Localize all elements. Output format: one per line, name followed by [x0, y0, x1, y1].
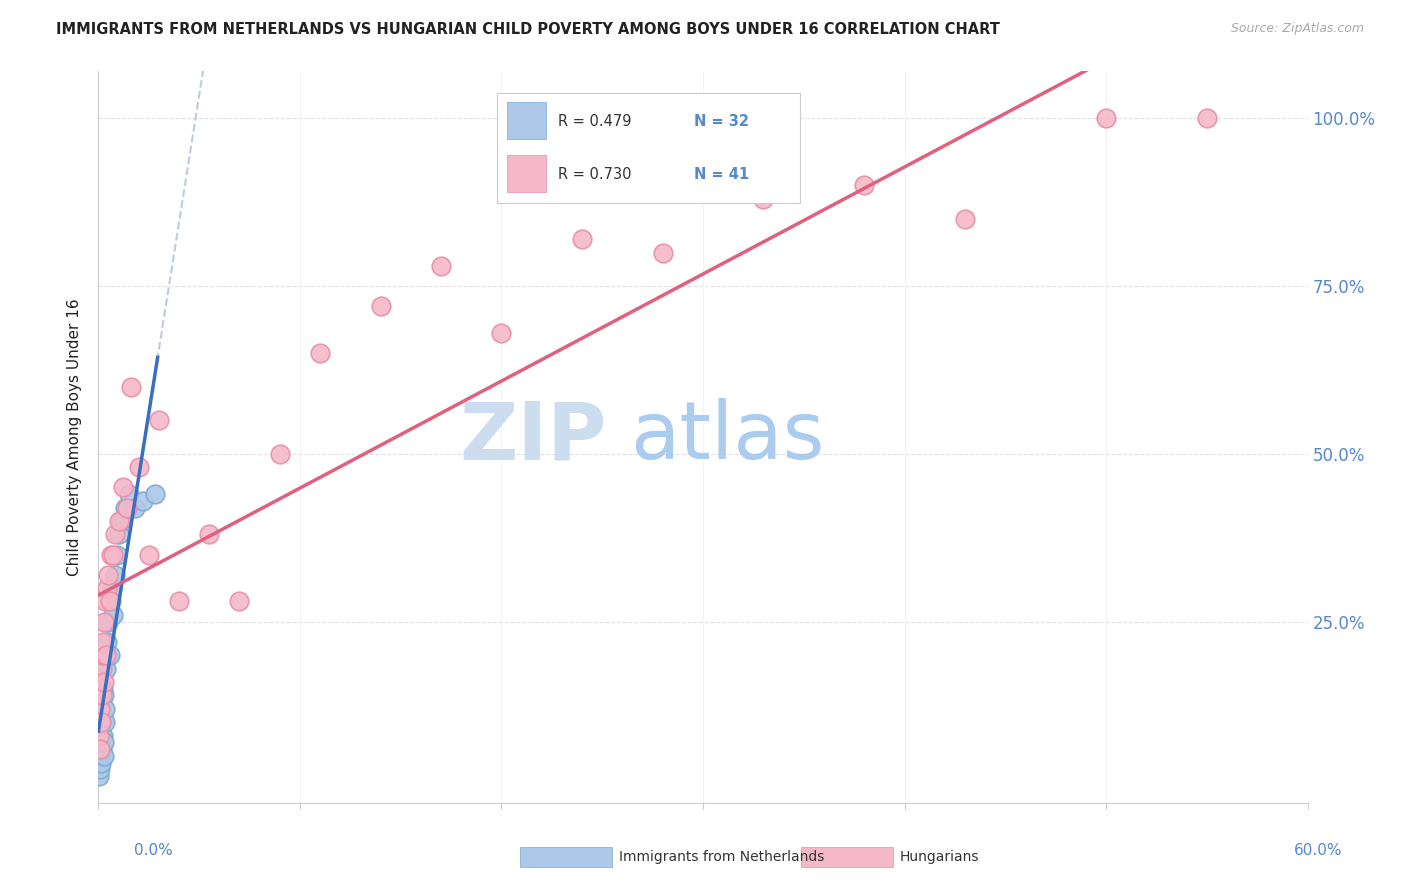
Point [91, 742, 114, 756]
Point [96, 648, 118, 662]
Point [1195, 112, 1218, 126]
Point [91, 715, 114, 730]
Point [1095, 112, 1118, 126]
Point [138, 548, 160, 562]
Point [110, 514, 132, 528]
Text: atlas: atlas [630, 398, 825, 476]
Point [853, 178, 876, 193]
Point [167, 594, 190, 608]
Point [91, 662, 114, 676]
Text: Source: ZipAtlas.com: Source: ZipAtlas.com [1230, 22, 1364, 36]
Point [89, 702, 111, 716]
Text: ZIP: ZIP [458, 398, 606, 476]
Point [97, 615, 120, 629]
Point [148, 413, 170, 427]
Point [94, 715, 117, 730]
Point [370, 299, 392, 313]
Point [100, 548, 122, 562]
Point [93, 729, 115, 743]
Point [143, 487, 166, 501]
Point [752, 192, 775, 206]
Point [103, 527, 125, 541]
Point [93, 615, 115, 629]
Point [93, 735, 115, 749]
Point [111, 480, 134, 494]
Point [91, 689, 114, 703]
Point [90, 715, 112, 730]
Point [430, 259, 453, 273]
Point [91, 648, 114, 662]
Point [100, 581, 122, 595]
Point [571, 232, 593, 246]
Point [128, 460, 150, 475]
Point [491, 326, 513, 340]
Point [124, 500, 146, 515]
Point [96, 662, 118, 676]
Point [100, 594, 122, 608]
Point [89, 729, 111, 743]
Point [89, 748, 111, 763]
Point [115, 500, 138, 515]
Text: 0.0%: 0.0% [134, 843, 173, 858]
Text: 60.0%: 60.0% [1295, 843, 1343, 858]
Y-axis label: Child Poverty Among Boys Under 16: Child Poverty Among Boys Under 16 [67, 298, 83, 576]
Point [91, 681, 114, 696]
Point [105, 548, 128, 562]
Point [228, 594, 250, 608]
Point [93, 675, 115, 690]
Point [96, 634, 118, 648]
Point [120, 380, 142, 394]
Point [94, 702, 117, 716]
Point [114, 500, 136, 515]
Point [269, 447, 291, 461]
Point [93, 748, 115, 763]
Point [107, 514, 129, 528]
Point [90, 756, 112, 770]
Point [101, 548, 124, 562]
Point [89, 769, 111, 783]
Point [93, 689, 115, 703]
Point [101, 607, 124, 622]
Text: Immigrants from Netherlands: Immigrants from Netherlands [619, 850, 824, 864]
Point [651, 245, 673, 260]
Point [953, 212, 976, 227]
Point [89, 762, 111, 776]
Text: Hungarians: Hungarians [900, 850, 980, 864]
Point [96, 648, 118, 662]
Point [309, 346, 332, 360]
Point [107, 527, 129, 541]
Point [98, 648, 121, 662]
Point [103, 567, 125, 582]
Point [118, 487, 141, 501]
Point [132, 493, 155, 508]
Point [90, 681, 112, 696]
Point [96, 581, 118, 595]
Point [94, 594, 117, 608]
Point [90, 702, 112, 716]
Point [89, 742, 111, 756]
Point [198, 527, 221, 541]
Point [90, 729, 112, 743]
Point [93, 634, 115, 648]
Text: IMMIGRANTS FROM NETHERLANDS VS HUNGARIAN CHILD POVERTY AMONG BOYS UNDER 16 CORRE: IMMIGRANTS FROM NETHERLANDS VS HUNGARIAN… [56, 22, 1000, 37]
Point [98, 594, 121, 608]
Point [97, 567, 120, 582]
